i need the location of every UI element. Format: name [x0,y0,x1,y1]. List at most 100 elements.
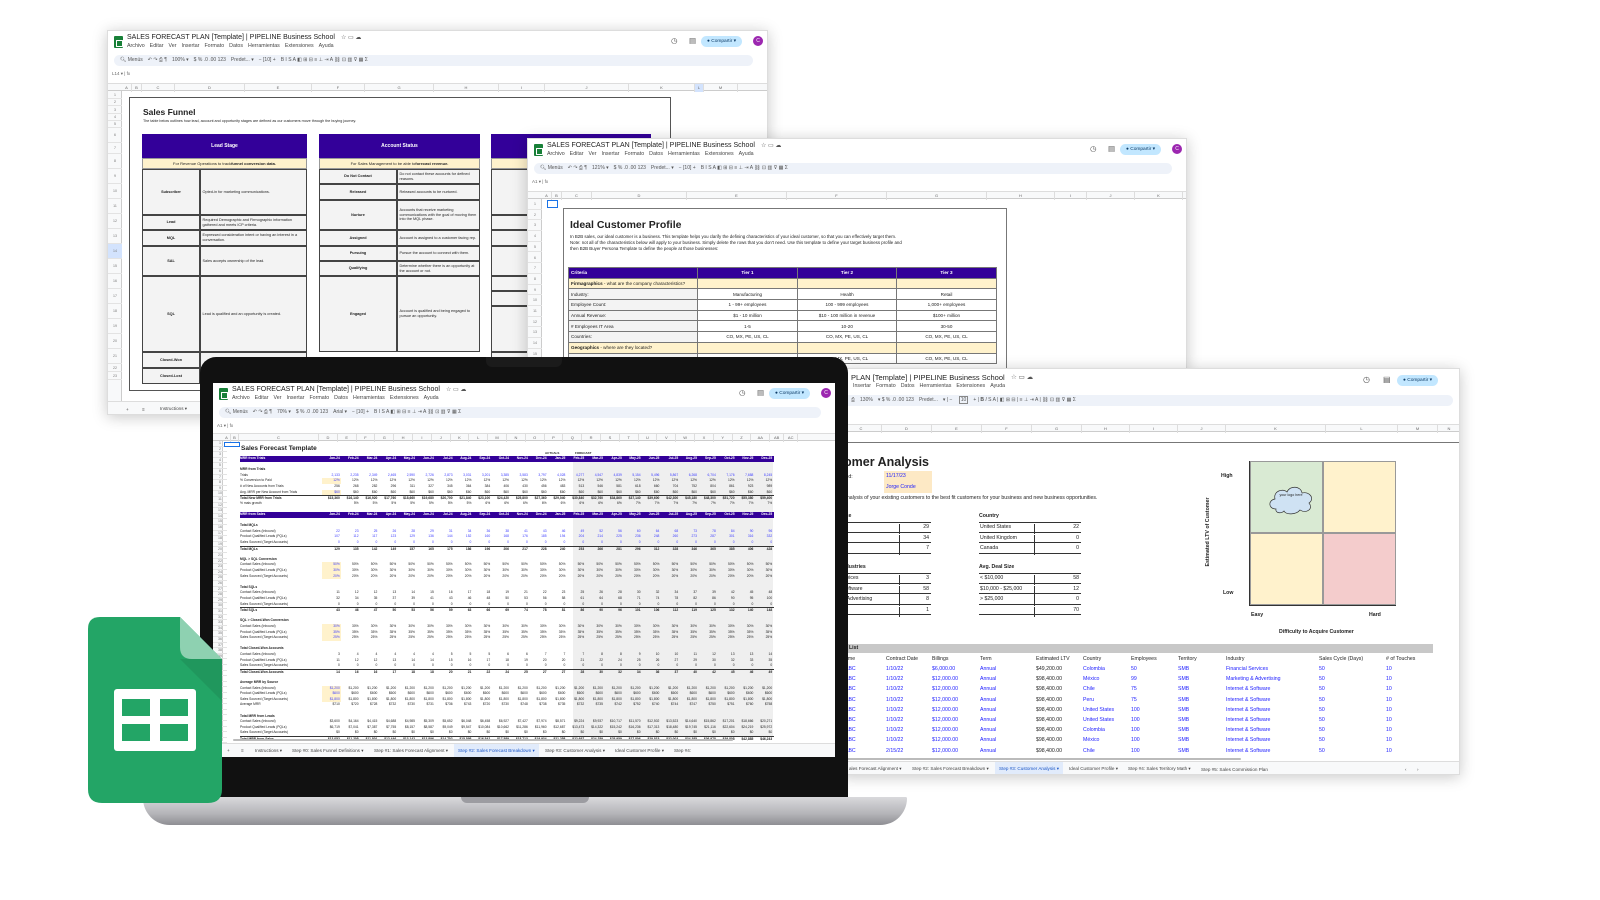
avatar[interactable]: C [1172,144,1182,154]
list-cell[interactable]: Annual [980,686,997,693]
forecast-cell[interactable]: 17 [392,669,397,674]
forecast-cell[interactable]: 30% [322,624,341,630]
forecast-cell[interactable]: $730 [407,702,415,707]
forecast-cell[interactable]: $1,800 [686,696,697,701]
forecast-cell[interactable]: 861 [729,484,735,488]
forecast-cell[interactable]: 456 [541,484,547,488]
forecast-cell[interactable]: 4,277 [575,472,585,477]
forecast-cell[interactable]: 25% [322,635,341,641]
forecast-cell[interactable]: $0 [411,730,415,735]
menu-item-formato[interactable]: Formato [875,383,896,389]
forecast-cell[interactable]: 0 [469,540,472,544]
forecast-cell[interactable]: $600 [727,691,735,696]
list-cell[interactable]: Financial Services [1226,666,1269,672]
forecast-cell[interactable]: 47 [373,608,378,613]
column-header-G[interactable]: G [375,434,395,442]
forecast-cell[interactable]: 217 [522,546,528,551]
forecast-cell[interactable]: 0 [337,601,340,606]
forecast-cell[interactable]: 30% [370,568,378,572]
forecast-cell[interactable]: 32 [618,669,622,674]
list-cell[interactable]: $12,000.00 [932,696,958,703]
row-number[interactable]: 10 [213,491,227,497]
row-number[interactable]: 24 [213,570,227,576]
forecast-cell[interactable]: 6% [617,500,622,505]
list-cell[interactable]: Colombia [1083,727,1105,734]
forecast-cell[interactable]: $710 [332,702,340,707]
forecast-cell[interactable]: 175 [447,546,453,551]
forecast-cell[interactable]: 46 [354,608,359,613]
list-cell[interactable]: $12,000.00 [932,737,958,744]
forecast-cell[interactable]: 34 [636,669,641,674]
menu-item-extensiones[interactable]: Extensiones [389,395,419,401]
forecast-cell[interactable]: $600 [322,691,341,697]
comments-icon[interactable]: ▤ [1108,144,1116,153]
forecast-cell[interactable]: 71 [636,596,641,600]
row-number[interactable]: 14 [213,514,227,520]
forecast-cell[interactable]: 21 [580,657,585,662]
forecast-cell[interactable]: $1,200 [668,685,679,690]
forecast-cell[interactable]: 30% [445,568,453,572]
row-number[interactable]: 38 [213,648,227,654]
forecast-cell[interactable]: 5% [372,500,378,505]
list-cell[interactable]: $12,000.00 [932,717,958,723]
forecast-cell[interactable]: $60 [522,489,528,494]
forecast-cell[interactable]: $600 [445,691,453,696]
forecast-cell[interactable]: $1,200 [322,685,341,692]
forecast-cell[interactable]: $1,800 [724,696,735,701]
forecast-cell[interactable]: 0 [713,540,716,544]
column-header-I[interactable]: I [1130,425,1178,433]
font-select[interactable]: Arial ▾ [333,409,348,415]
forecast-cell[interactable]: $13,473 [572,724,585,729]
forecast-cell[interactable]: 35% [370,629,378,634]
forecast-cell[interactable]: $758 [764,702,773,707]
forecast-cell[interactable]: 0 [469,663,472,668]
forecast-cell[interactable]: 26 [599,590,603,595]
forecast-cell[interactable]: 30 [599,669,603,674]
list-cell[interactable]: 10 [1386,666,1392,672]
forecast-cell[interactable]: $735 [595,702,603,707]
font-size[interactable]: − [10] + [352,409,370,415]
column-header-Z[interactable]: Z [733,434,752,442]
forecast-cell[interactable]: 30% [709,568,716,572]
forecast-cell[interactable]: $10,662 [497,724,509,729]
row-number[interactable]: 3 [528,220,542,232]
forecast-cell[interactable]: 12% [746,478,754,483]
forecast-cell[interactable]: 30% [558,624,566,628]
forecast-cell[interactable]: 142 [371,546,378,551]
forecast-cell[interactable]: 0 [676,663,679,668]
forecast-cell[interactable]: 287 [710,534,716,539]
menu-item-insertar[interactable]: Insertar [286,395,305,401]
column-header-R[interactable]: R [582,434,601,442]
forecast-cell[interactable]: 0 [356,601,359,606]
column-header-AC[interactable]: AC [784,434,799,442]
forecast-cell[interactable]: 4 [431,652,434,656]
forecast-cell[interactable]: 16 [448,590,453,595]
forecast-cell[interactable]: 20% [464,573,472,578]
forecast-cell[interactable]: $4,985 [404,719,415,724]
forecast-cell[interactable]: 13 [730,652,735,656]
forecast-cell[interactable]: 0 [638,540,641,544]
row-number[interactable]: 5 [528,242,542,253]
forecast-cell[interactable]: 30% [483,568,491,572]
menu-item-herramientas[interactable]: Herramientas [668,151,700,157]
forecast-cell[interactable]: $1,800 [630,696,641,701]
forecast-cell[interactable]: 30% [746,624,754,628]
forecast-cell[interactable]: 12% [727,478,735,483]
forecast-cell[interactable]: $0 [486,730,491,735]
row-number[interactable]: 36 [213,637,227,643]
column-header-E[interactable]: E [687,192,787,200]
forecast-cell[interactable]: 15 [430,590,434,595]
forecast-cell[interactable]: $7,041 [348,724,359,729]
forecast-cell[interactable]: $14,322 [591,724,603,729]
forecast-cell[interactable]: 15 [448,657,453,662]
list-cell[interactable]: 1/10/22 [886,737,904,744]
sheets-app-icon[interactable] [534,144,543,156]
forecast-cell[interactable]: 25% [483,635,491,640]
forecast-cell[interactable]: $17,201 [722,719,735,724]
forecast-cell[interactable]: 49 [768,669,773,674]
forecast-cell[interactable]: 20% [351,573,359,578]
forecast-cell[interactable]: 43 [448,596,453,600]
forecast-cell[interactable]: $0 [618,730,622,735]
forecast-cell[interactable]: $12,502 [647,719,660,724]
sheet-tab[interactable]: Step #2: Sales Forecast Breakdown ▾ [454,744,539,757]
